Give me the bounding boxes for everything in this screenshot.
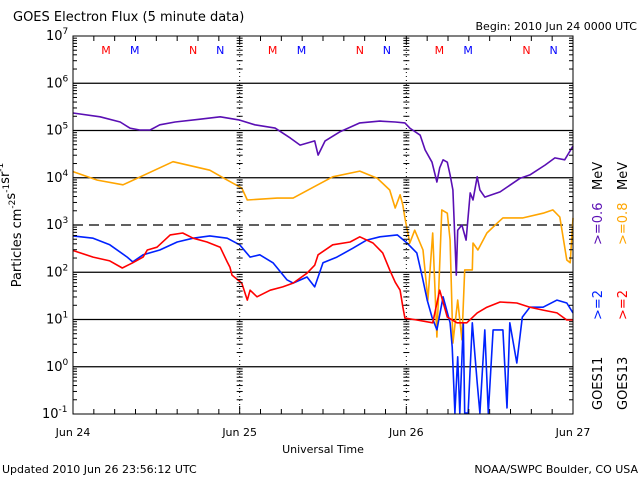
x-tick-label: Jun 26 <box>388 426 424 439</box>
x-tick-label: Jun 27 <box>555 426 591 439</box>
event-marker-m: M <box>101 44 111 57</box>
event-marker-n: N <box>356 44 364 57</box>
chart-title: GOES Electron Flux (5 minute data) <box>13 10 244 25</box>
y-label-text: s <box>4 193 19 200</box>
axis-ticks <box>73 36 573 414</box>
y-tick-base: 10 <box>46 218 63 233</box>
y-tick-exponent: 0 <box>63 358 69 368</box>
event-marker-n: N <box>522 44 530 57</box>
y-tick-label: 105 <box>46 122 68 139</box>
grid-lines <box>73 36 573 414</box>
event-marker-m: M <box>268 44 278 57</box>
y-tick-label: 104 <box>46 169 69 186</box>
legend-satellite-label: GOES11 <box>591 357 606 410</box>
y-tick-exponent: 4 <box>63 169 69 179</box>
legend: GOES11 >=2 >=0.6 MeV GOES13 >=2 >=0.8 MeV <box>591 162 631 410</box>
y-tick-label: 10-1 <box>42 405 68 422</box>
legend-entry: MeV <box>616 162 631 190</box>
legend-column-goes11: GOES11 >=2 >=0.6 MeV <box>591 162 606 410</box>
y-tick-base: 10 <box>42 407 59 422</box>
event-marker-m: M <box>463 44 473 57</box>
y-tick-base: 10 <box>46 360 63 375</box>
y-tick-base: 10 <box>46 76 63 91</box>
legend-entry: >=0.8 <box>616 203 631 245</box>
legend-entry: MeV <box>591 162 606 190</box>
y-tick-exponent: 2 <box>63 263 69 273</box>
y-label-exponent: -2 <box>8 200 18 209</box>
event-marker-n: N <box>549 44 557 57</box>
legend-entry: >=2 <box>591 290 606 320</box>
begin-time: Begin: 2010 Jun 24 0000 UTC <box>476 20 638 33</box>
series-lines <box>72 112 574 414</box>
y-tick-label: 101 <box>46 311 68 328</box>
x-tick-label: Jun 24 <box>55 426 91 439</box>
y-tick-exponent: 7 <box>63 27 69 37</box>
credit-text: NOAA/SWPC Boulder, CO USA <box>474 463 638 476</box>
y-tick-exponent: 6 <box>63 74 69 84</box>
y-tick-exponent: 5 <box>63 122 69 132</box>
legend-entry: >=2 <box>616 290 631 320</box>
y-tick-label: 107 <box>46 27 68 44</box>
y-tick-exponent: 3 <box>63 216 69 226</box>
legend-column-goes13: GOES13 >=2 >=0.8 MeV <box>616 162 631 410</box>
event-marker-m: M <box>297 44 307 57</box>
y-tick-base: 10 <box>46 29 63 44</box>
series-line-goes13-2-mev <box>72 232 573 324</box>
y-tick-exponent: -1 <box>59 405 68 415</box>
y-axis-label: Particles cm-2s-1sr-1 <box>0 163 25 288</box>
y-label-text: Particles cm <box>10 209 25 288</box>
series-line-goes11-2-mev <box>72 234 574 414</box>
legend-entry: >=0.6 <box>591 203 606 245</box>
event-marker-n: N <box>383 44 391 57</box>
y-tick-base: 10 <box>46 265 63 280</box>
y-tick-base: 10 <box>46 313 63 328</box>
y-tick-base: 10 <box>46 124 63 139</box>
y-tick-label: 103 <box>46 216 68 233</box>
y-tick-label: 106 <box>46 74 69 91</box>
x-tick-labels: Jun 24 Jun 25 Jun 26 Jun 27 <box>55 426 591 439</box>
series-line-goes11-0-6-mev <box>72 112 574 276</box>
x-tick-label: Jun 25 <box>221 426 257 439</box>
x-axis-label: Universal Time <box>282 443 364 456</box>
y-label-exponent: -1 <box>0 163 6 172</box>
y-label-exponent: -1 <box>2 184 12 193</box>
legend-satellite-label: GOES13 <box>616 357 631 410</box>
y-tick-label: 102 <box>46 263 68 280</box>
event-marker-n: N <box>189 44 197 57</box>
event-marker-m: M <box>435 44 445 57</box>
y-label-text: sr <box>0 171 13 184</box>
event-marker-m: M <box>130 44 140 57</box>
y-tick-exponent: 1 <box>63 311 69 321</box>
y-tick-base: 10 <box>46 171 63 186</box>
updated-timestamp: Updated 2010 Jun 26 23:56:12 UTC <box>2 463 197 476</box>
event-marker-n: N <box>216 44 224 57</box>
y-tick-label: 100 <box>46 358 69 375</box>
